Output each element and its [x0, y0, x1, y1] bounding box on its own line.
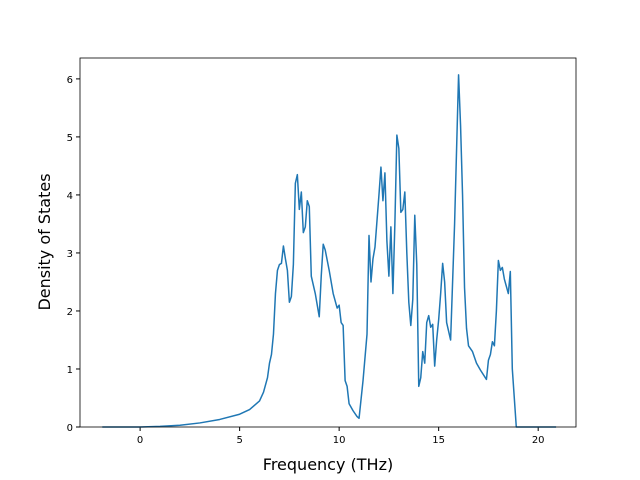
x-tick-label: 10: [333, 435, 346, 446]
y-tick-label: 1: [67, 365, 73, 376]
y-axis-label: Density of States: [35, 173, 54, 310]
plot-frame: [79, 57, 577, 428]
x-axis-label: Frequency (THz): [263, 455, 393, 474]
y-tick-label: 3: [67, 249, 73, 260]
x-tick-label: 15: [432, 435, 445, 446]
y-tick-label: 0: [67, 423, 73, 434]
y-tick-label: 5: [67, 133, 73, 144]
y-tick-label: 6: [67, 75, 73, 86]
y-tick-label: 2: [67, 307, 73, 318]
y-tick-label: 4: [67, 191, 73, 202]
x-tick-label: 5: [236, 435, 242, 446]
line: [102, 74, 557, 428]
x-tick-label: 20: [532, 435, 545, 446]
x-tick-label: 0: [137, 435, 143, 446]
